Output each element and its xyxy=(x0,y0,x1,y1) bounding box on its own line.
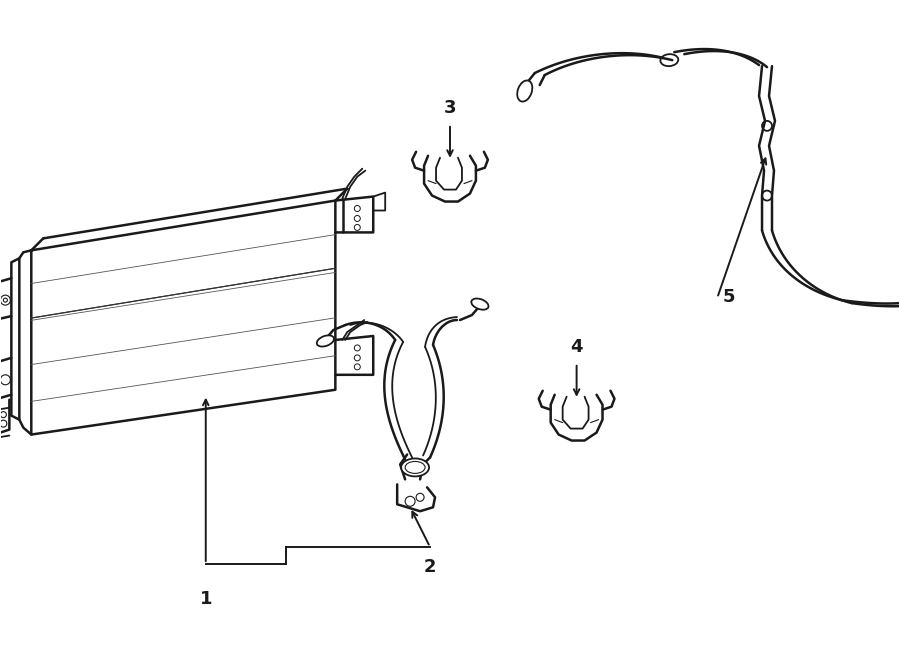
Ellipse shape xyxy=(317,335,334,346)
Text: 3: 3 xyxy=(444,99,456,117)
Ellipse shape xyxy=(401,459,429,477)
Text: 1: 1 xyxy=(200,590,212,608)
Text: 5: 5 xyxy=(723,288,735,306)
Ellipse shape xyxy=(518,81,532,102)
Text: 4: 4 xyxy=(571,338,583,356)
Ellipse shape xyxy=(405,461,425,473)
Ellipse shape xyxy=(661,54,679,66)
Text: 2: 2 xyxy=(424,558,436,576)
Ellipse shape xyxy=(472,299,489,310)
